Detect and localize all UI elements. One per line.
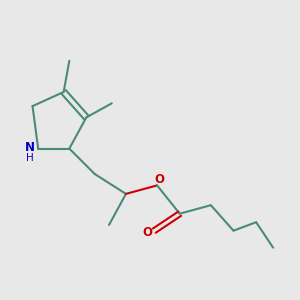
Text: O: O <box>142 226 152 238</box>
Text: N: N <box>25 141 35 154</box>
Text: O: O <box>154 173 164 186</box>
Text: H: H <box>26 154 34 164</box>
